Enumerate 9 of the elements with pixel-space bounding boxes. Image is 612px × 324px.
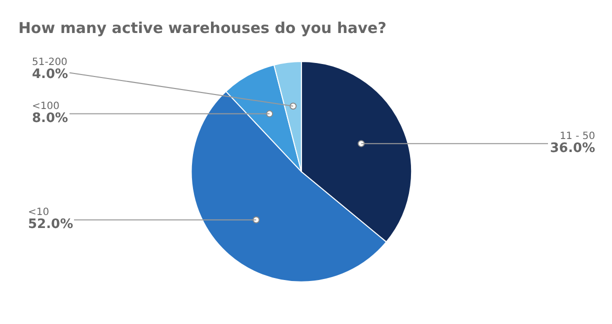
slice-label: <100: [32, 101, 60, 112]
chart-title: How many active warehouses do you have?: [18, 19, 386, 38]
slice-label: 51-200: [32, 57, 68, 68]
data-label: 52.0%: [28, 217, 74, 232]
slice-label: 11 - 50: [560, 131, 596, 142]
slice-label: <10: [28, 207, 50, 218]
data-label: 4.0%: [32, 67, 68, 82]
data-label: 36.0%: [550, 141, 596, 156]
data-label: 8.0%: [32, 111, 68, 126]
